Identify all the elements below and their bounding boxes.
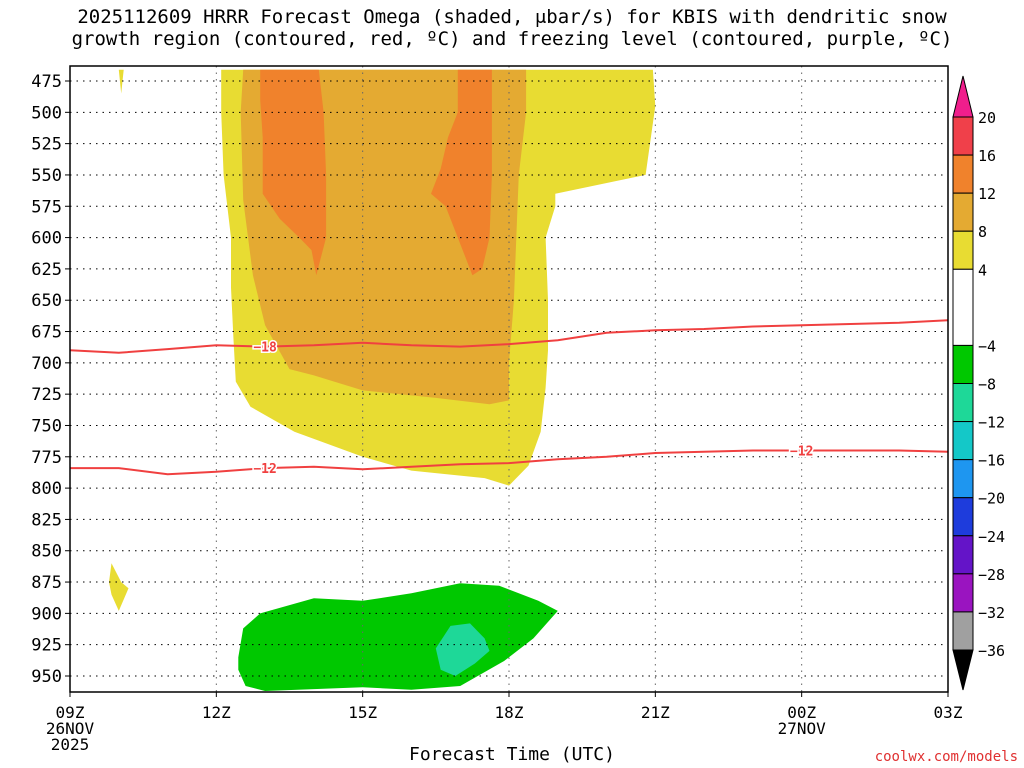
colorbar-label-9: −20 <box>978 490 1005 508</box>
omega-region-5 <box>109 563 129 611</box>
y-tick-label-850: 850 <box>31 542 62 562</box>
y-tick-label-750: 750 <box>31 416 62 436</box>
x-tick-label-2-0: 15Z <box>348 703 377 722</box>
x-tick-label-3-0: 18Z <box>495 703 524 722</box>
y-tick-label-700: 700 <box>31 354 62 374</box>
colorbar-bin-8 <box>952 459 974 499</box>
colorbar-bin-9 <box>952 497 974 537</box>
y-tick-label-725: 725 <box>31 385 62 405</box>
x-tick-label-6-0: 03Z <box>934 703 963 722</box>
colorbar-bin-2 <box>952 192 974 232</box>
colorbar-bin-1 <box>952 154 974 194</box>
colorbar-label-2: 12 <box>978 185 996 203</box>
y-tick-label-675: 675 <box>31 323 62 343</box>
colorbar-label-6: −8 <box>978 376 996 394</box>
contour-label-0-0: −18 <box>253 341 277 356</box>
x-tick-label-4-0: 21Z <box>641 703 670 722</box>
colorbar-bin-6 <box>952 383 974 423</box>
x-tick-label-0-2: 2025 <box>51 735 90 754</box>
omega-region-2 <box>260 69 327 276</box>
x-tick-label-5-0: 00Z <box>787 703 816 722</box>
colorbar-bottom-arrow <box>952 649 974 691</box>
colorbar-label-11: −28 <box>978 566 1005 584</box>
y-tick-label-950: 950 <box>31 667 62 687</box>
contour-line-1 <box>70 449 948 476</box>
colorbar-label-7: −12 <box>978 414 1005 432</box>
y-tick-label-775: 775 <box>31 448 62 468</box>
contour-label-1-0: −12 <box>253 462 276 477</box>
y-tick-label-800: 800 <box>31 479 62 499</box>
omega-region-6 <box>238 583 558 691</box>
chart-title-line-1: 2025112609 HRRR Forecast Omega (shaded, … <box>77 6 947 28</box>
y-tick-label-825: 825 <box>31 510 62 530</box>
credit-watermark: coolwx.com/models <box>874 749 1018 765</box>
colorbar-label-3: 8 <box>978 223 987 241</box>
colorbar-label-13: −36 <box>978 642 1005 660</box>
chart-title-line-2: growth region (contoured, red, ºC) and f… <box>71 28 953 50</box>
colorbar-bin-11 <box>952 573 974 613</box>
colorbar-bin-12 <box>952 611 974 651</box>
y-tick-label-900: 900 <box>31 604 62 624</box>
colorbar-bin-4 <box>952 268 974 346</box>
y-tick-label-600: 600 <box>31 229 62 249</box>
x-tick-label-1-0: 12Z <box>202 703 231 722</box>
y-tick-label-875: 875 <box>31 573 62 593</box>
y-tick-label-475: 475 <box>31 72 62 92</box>
colorbar-bin-3 <box>952 230 974 270</box>
colorbar-label-5: −4 <box>978 337 996 355</box>
contour-label-1-1: −12 <box>790 445 813 460</box>
colorbar-label-12: −32 <box>978 604 1005 622</box>
colorbar-bin-7 <box>952 421 974 461</box>
colorbar-bin-0 <box>952 116 974 156</box>
x-tick-label-5-1: 27NOV <box>778 719 827 738</box>
y-tick-label-575: 575 <box>31 197 62 217</box>
x-tick-label-0-1: 26NOV <box>46 719 95 738</box>
y-tick-label-625: 625 <box>31 260 62 280</box>
y-tick-label-500: 500 <box>31 103 62 123</box>
omega-region-3 <box>431 69 492 276</box>
contour-line-0 <box>70 319 948 354</box>
colorbar-label-10: −24 <box>978 528 1005 546</box>
colorbar-label-8: −16 <box>978 452 1005 470</box>
plot-frame <box>69 65 949 693</box>
colorbar-bin-10 <box>952 535 974 575</box>
y-tick-label-925: 925 <box>31 636 62 656</box>
colorbar-label-0: 20 <box>978 109 996 127</box>
omega-region-4 <box>118 69 124 94</box>
y-tick-label-650: 650 <box>31 291 62 311</box>
y-tick-label-525: 525 <box>31 135 62 155</box>
chart-title: 2025112609 HRRR Forecast Omega (shaded, … <box>0 6 1024 50</box>
y-tick-label-550: 550 <box>31 166 62 186</box>
colorbar-bin-5 <box>952 344 974 384</box>
x-axis-title: Forecast Time (UTC) <box>409 744 615 765</box>
colorbar-label-1: 16 <box>978 147 996 165</box>
omega-region-7 <box>435 623 490 676</box>
colorbar-top-arrow <box>952 75 974 118</box>
x-tick-label-0-0: 09Z <box>56 703 85 722</box>
colorbar-label-4: 4 <box>978 261 987 279</box>
